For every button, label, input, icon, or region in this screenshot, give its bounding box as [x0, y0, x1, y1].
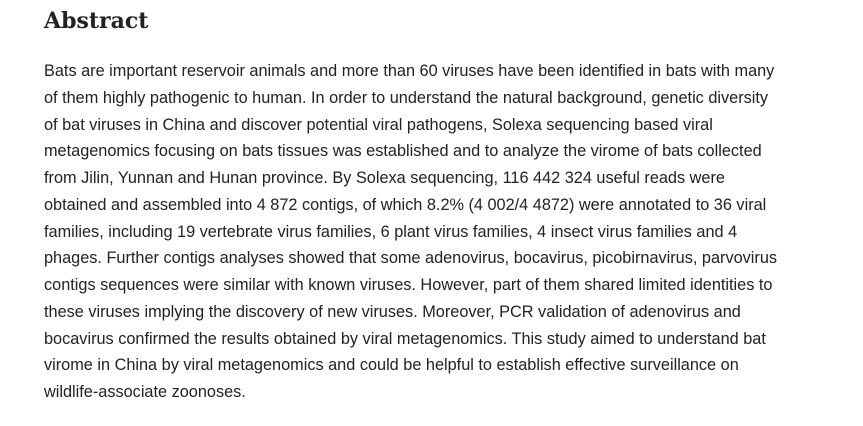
abstract-line: wildlife-associate zoonoses. [44, 383, 246, 401]
abstract-line: of them highly pathogenic to human. In o… [44, 88, 769, 107]
abstract-heading: Abstract [44, 8, 149, 34]
abstract-line: virome in China by viral metagenomics an… [44, 356, 739, 375]
abstract-line: metagenomics focusing on bats tissues wa… [44, 142, 762, 161]
abstract-line: phages. Further contigs analyses showed … [44, 249, 778, 268]
abstract-line: of bat viruses in China and discover pot… [44, 115, 713, 134]
abstract-line: contigs sequences were similar with know… [44, 276, 773, 294]
abstract-line: bocavirus confirmed the results obtained… [44, 329, 766, 348]
abstract-line: these viruses implying the discovery of … [44, 302, 741, 321]
abstract-body: Bats are important reservoir animals and… [44, 58, 859, 406]
abstract-line: families, including 19 vertebrate virus … [44, 222, 738, 241]
abstract-line: obtained and assembled into 4 872 contig… [44, 195, 767, 214]
abstract-line: from Jilin, Yunnan and Hunan province. B… [44, 169, 725, 187]
abstract-line: Bats are important reservoir animals and… [44, 62, 775, 80]
